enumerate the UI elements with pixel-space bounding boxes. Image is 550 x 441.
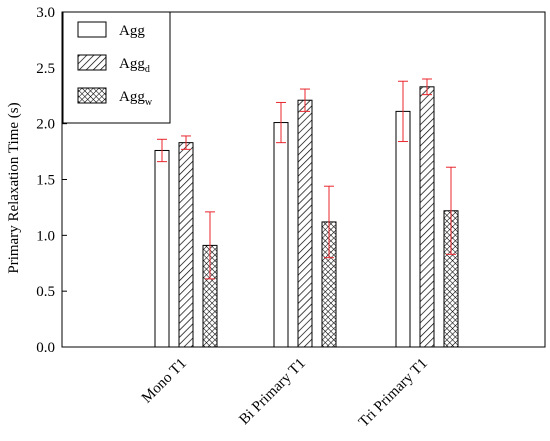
error-bar: [398, 80, 408, 143]
y-tick-label: 1.5: [36, 173, 55, 189]
y-tick-label: 2.5: [36, 61, 55, 77]
legend-item-agg-d: Aggd: [77, 54, 150, 75]
y-tick-label: 2.0: [36, 117, 55, 133]
error-bar: [324, 185, 334, 259]
error-bar: [446, 166, 456, 255]
bar-agg: [273, 122, 289, 348]
bar-agg: [154, 149, 170, 348]
bar-agg: [395, 110, 411, 348]
legend-label: Agg: [119, 23, 145, 39]
y-tick-label: 0.5: [36, 284, 55, 300]
error-bar: [157, 138, 167, 163]
x-tick-label: Tri Primary T1: [356, 356, 431, 431]
legend-item-agg-w: Aggw: [77, 87, 153, 108]
legend-label: Aggd: [119, 56, 150, 75]
legend-swatch: [77, 54, 107, 71]
error-bar: [205, 211, 215, 280]
legend-item-agg: Agg: [77, 21, 145, 39]
x-tick-label: Bi Primary T1: [236, 356, 308, 428]
error-bar: [276, 101, 286, 144]
y-tick-label: 1.0: [36, 228, 55, 244]
y-tick-label: 3.0: [36, 5, 55, 21]
bar-agg-d: [297, 99, 313, 348]
y-axis-label: Primary Relaxation Time (s): [6, 102, 22, 273]
legend-swatch: [77, 21, 107, 38]
x-tick-label: Mono T1: [139, 356, 190, 407]
error-bar: [181, 135, 191, 150]
bar-agg-d: [178, 142, 194, 348]
y-tick-label: 0.0: [36, 340, 55, 356]
error-bar: [422, 78, 432, 96]
error-bar: [300, 88, 310, 112]
legend-swatch: [77, 87, 107, 104]
legend: Agg Aggd Aggw: [62, 11, 171, 124]
bar-agg-d: [419, 86, 435, 348]
legend-label: Aggw: [119, 89, 153, 108]
